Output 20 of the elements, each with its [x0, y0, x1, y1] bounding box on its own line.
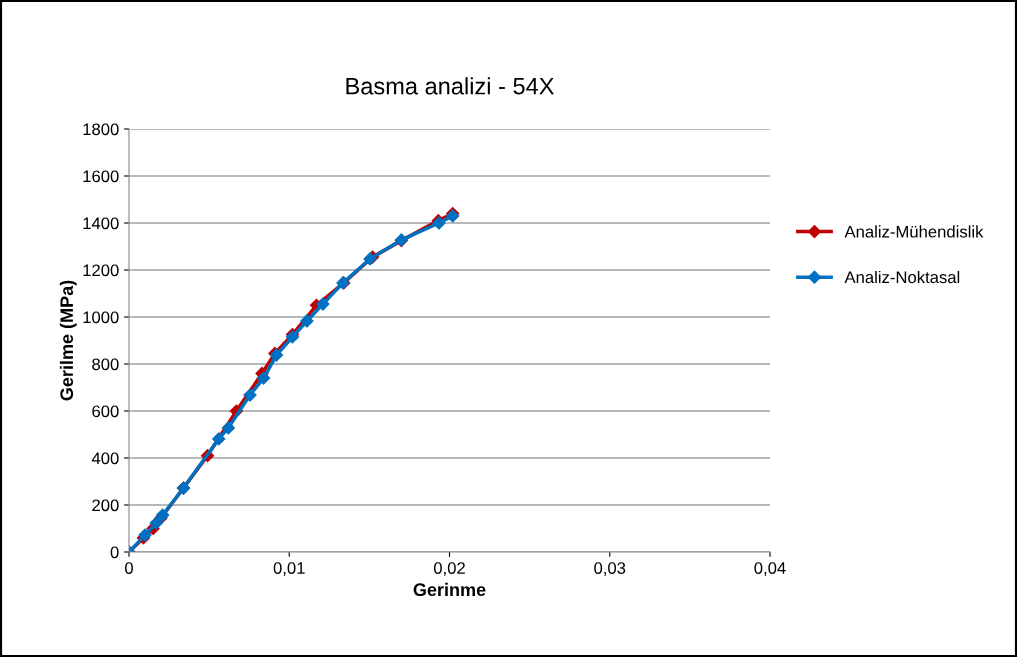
chart-title: Basma analizi - 54X	[346, 77, 554, 95]
y-axis-title: Gerilme (MPa)	[59, 280, 77, 401]
y-tick-label: 1200	[83, 264, 119, 277]
y-tick-label: 1000	[83, 311, 119, 324]
y-tick-label: 1400	[83, 217, 119, 230]
x-tick-label: 0,01	[273, 562, 305, 576]
legend-label: Analiz-Noktasal	[844, 270, 960, 284]
y-tick-label: 1800	[83, 123, 119, 136]
x-tick-label: 0	[125, 562, 133, 574]
x-tick-label: 0,02	[433, 562, 465, 576]
x-tick-label: 0,04	[754, 562, 786, 576]
y-tick-label: 800	[92, 358, 119, 371]
x-tick-label: 0,03	[594, 562, 626, 576]
x-axis-title: Gerinme	[413, 582, 486, 597]
y-tick-label: 200	[92, 499, 119, 512]
y-tick-label: 600	[92, 405, 119, 418]
y-tick-label: 0	[110, 546, 119, 559]
y-tick-label: 1600	[83, 170, 119, 183]
y-tick-label: 400	[91, 452, 119, 465]
legend-label: Analiz-Mühendislik	[844, 225, 984, 238]
